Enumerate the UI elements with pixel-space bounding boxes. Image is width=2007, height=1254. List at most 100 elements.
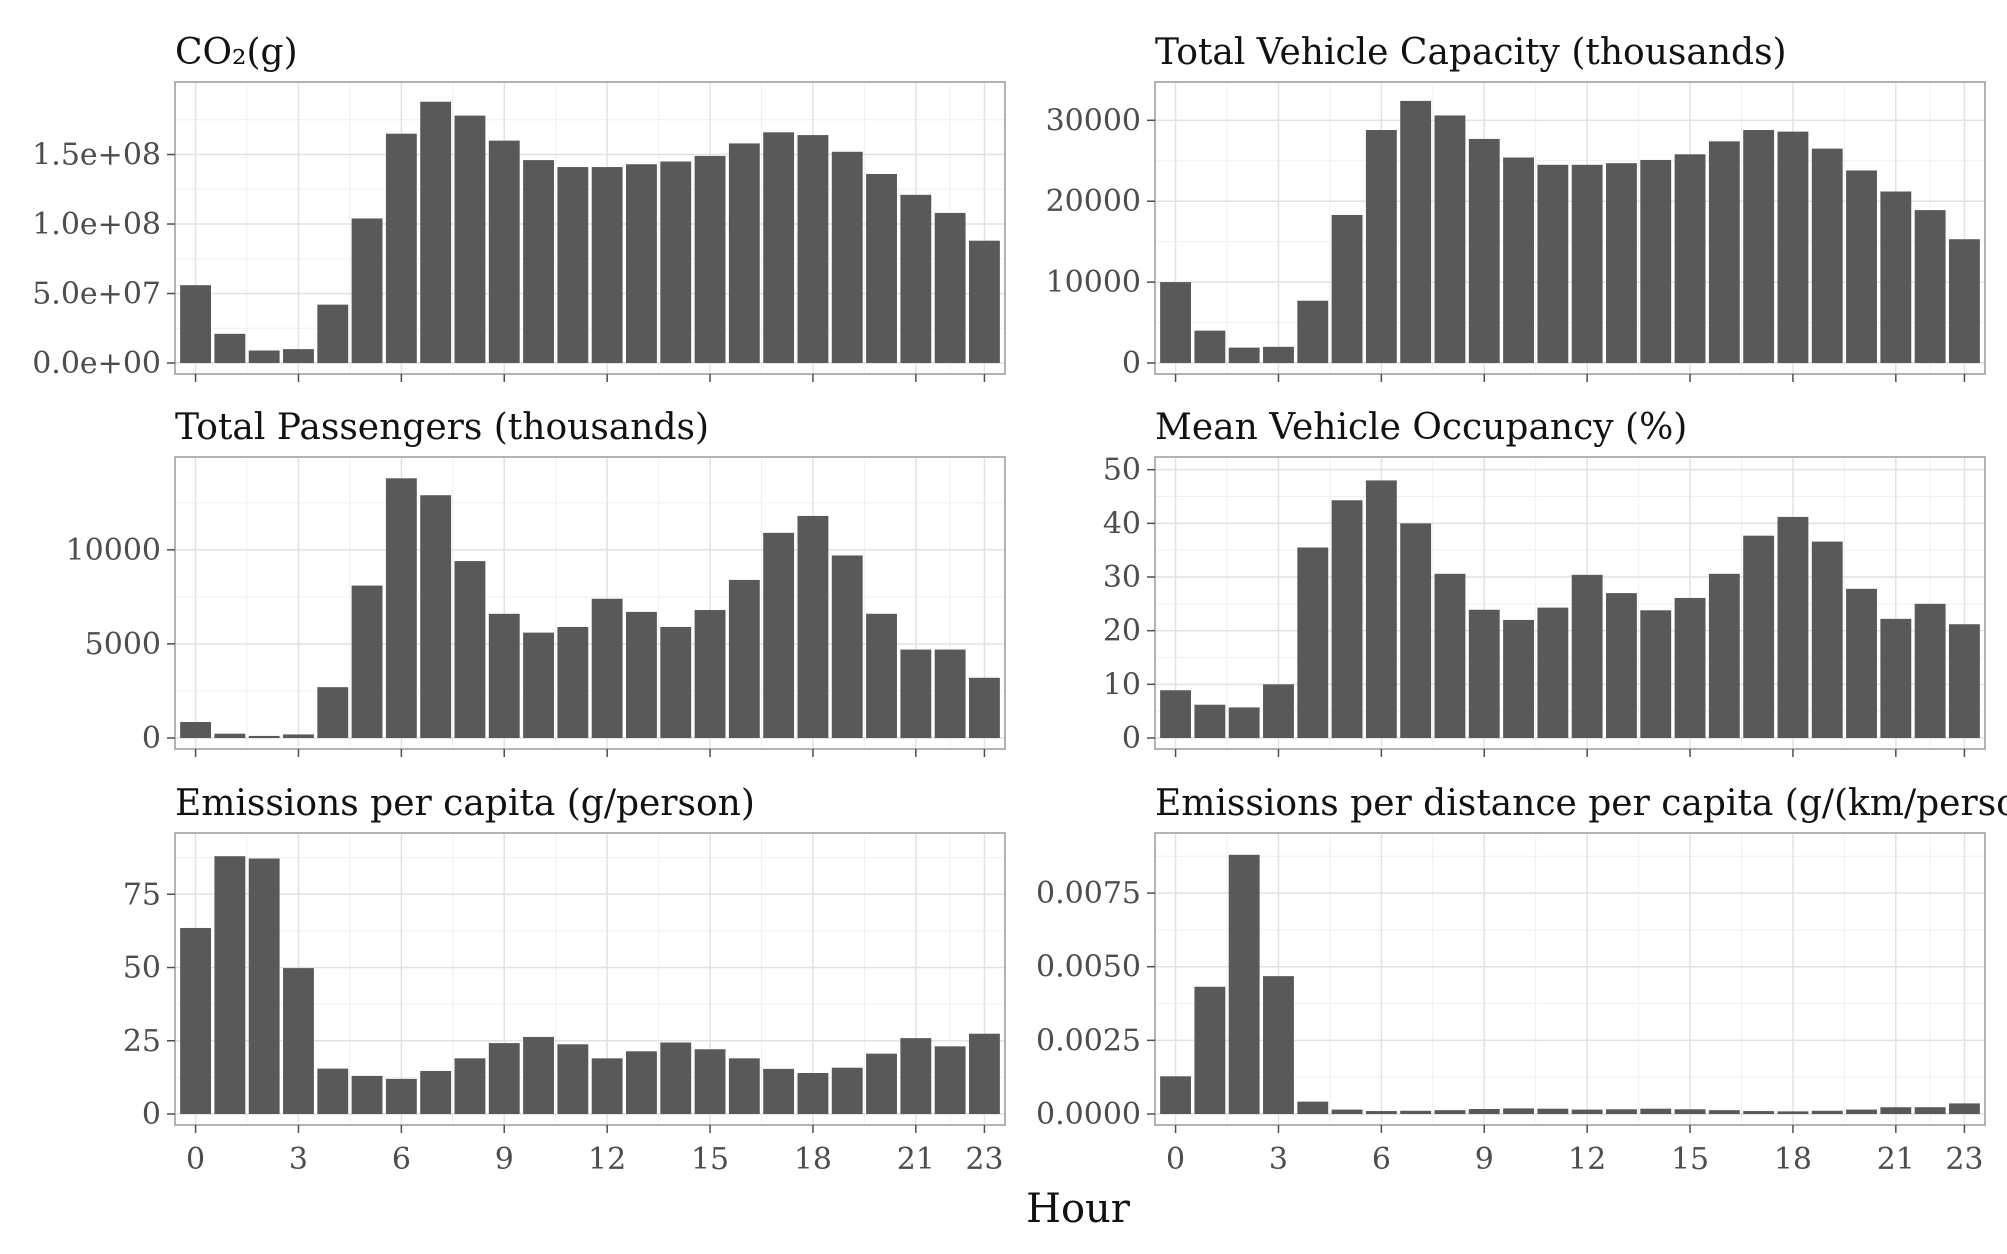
y-tick-label: 10 [1103,667,1141,702]
x-tick-label: 21 [1877,1142,1915,1177]
bar-hour-21 [1880,191,1912,363]
y-tick-label: 40 [1103,506,1141,541]
bar-hour-23 [968,677,1000,738]
bar-hour-6 [1365,130,1397,363]
bar-hour-23 [1948,1103,1980,1114]
bar-hour-13 [626,164,657,363]
y-tick-label: 50 [1103,453,1141,488]
bar-hour-15 [1674,597,1706,738]
bar-hour-10 [523,632,554,738]
y-tick-label: 0.0050 [1036,950,1141,985]
panel-6: Emissions per distance per capita (g/(km… [1036,783,2007,1177]
bar-hour-1 [1194,986,1226,1114]
bar-hour-21 [900,194,932,363]
bar-hour-19 [1811,148,1843,363]
x-tick-label: 12 [588,1142,626,1177]
bar-hour-1 [214,333,246,363]
bar-hour-11 [1537,1108,1569,1114]
bar-hour-18 [797,135,829,363]
bar-hour-13 [1606,163,1637,363]
bar-hour-12 [591,1058,623,1114]
panel-border [174,456,1006,750]
panel-3: Total Passengers (thousands) 0 5000 10000 [66,407,1006,757]
bar-hour-6 [1365,1111,1397,1114]
bar-hour-5 [351,218,383,363]
bar-hour-6 [385,1078,417,1114]
bar-hour-17 [763,1068,795,1114]
bar-hour-6 [1365,480,1397,738]
bar-hour-12 [1571,1109,1603,1114]
bar-hour-6 [385,478,417,738]
y-tick-label: 1.5e+08 [32,138,161,173]
bar-hour-7 [420,101,452,363]
bar-hour-3 [1263,346,1294,363]
bar-hour-11 [557,167,589,363]
bar-hour-16 [1708,573,1740,738]
bar-hour-7 [1400,1110,1432,1114]
bar-hour-2 [248,350,280,363]
bar-hour-7 [1400,523,1432,738]
bar-hour-7 [1400,100,1432,364]
bar-hour-11 [557,1044,589,1114]
panel-title: Mean Vehicle Occupancy (%) [1155,407,1687,448]
bar-hour-12 [1571,574,1603,738]
bar-hour-23 [1948,624,1980,738]
bar-hour-18 [1777,516,1809,738]
panels: CO₂(g) 0.0e+00 5.0e+07 1.0e+08 1.5e+08 Total … [32,32,2007,1177]
panel-border [174,832,1006,1126]
bar-hour-20 [1846,1109,1877,1114]
bar-hour-22 [934,649,966,738]
bar-hour-9 [488,140,520,363]
bar-hour-6 [385,133,417,363]
bar-hour-20 [1846,170,1877,363]
bar-hour-10 [1503,1108,1534,1114]
bar-hour-14 [660,1042,692,1114]
bar-hour-13 [1606,593,1637,738]
panel-title: CO₂(g) [175,32,298,73]
bar-hour-4 [317,687,349,738]
bar-hour-19 [1811,541,1843,738]
x-tick-label: 9 [1475,1142,1494,1177]
y-tick-label: 25 [123,1024,161,1059]
bar-hour-5 [351,585,383,738]
x-tick-label: 21 [897,1142,935,1177]
bar-hour-1 [1194,704,1226,738]
bar-hour-12 [591,598,623,738]
bar-hour-5 [1331,1109,1363,1114]
bar-hour-9 [488,613,520,738]
bar-hour-14 [660,626,692,738]
bar-hour-1 [214,856,246,1114]
bar-hour-21 [1880,1107,1912,1114]
bar-hour-2 [248,858,280,1114]
bar-hour-5 [1331,214,1363,363]
bar-hour-21 [1880,618,1912,738]
bar-hour-18 [797,1072,829,1114]
x-tick-label: 0 [1166,1142,1185,1177]
bar-hour-22 [1914,1107,1946,1114]
bar-hour-13 [1606,1109,1637,1114]
x-tick-label: 12 [1568,1142,1606,1177]
panel-title: Emissions per capita (g/person) [175,783,755,824]
bar-hour-17 [1743,535,1775,738]
y-tick-label: 0.0025 [1036,1023,1141,1058]
bar-hour-4 [1297,300,1329,363]
bar-hour-0 [180,927,212,1114]
bar-hour-22 [934,1046,966,1114]
bar-hour-20 [866,173,897,363]
bar-hour-15 [694,610,726,738]
x-tick-label: 18 [1774,1142,1812,1177]
y-tick-label: 5000 [85,627,161,662]
bar-hour-10 [1503,157,1534,363]
bar-hour-4 [317,1068,349,1114]
x-tick-label: 15 [1671,1142,1709,1177]
bar-hour-20 [1846,588,1877,738]
bar-hour-8 [1434,573,1466,738]
bar-hour-2 [248,735,280,738]
bar-hour-5 [351,1075,383,1114]
y-tick-label: 30000 [1046,103,1141,138]
y-tick-label: 5.0e+07 [32,277,161,312]
bar-hour-2 [1228,347,1260,363]
bar-hour-17 [1743,1111,1775,1114]
bar-hour-21 [900,1038,932,1114]
bar-hour-18 [1777,1111,1809,1114]
